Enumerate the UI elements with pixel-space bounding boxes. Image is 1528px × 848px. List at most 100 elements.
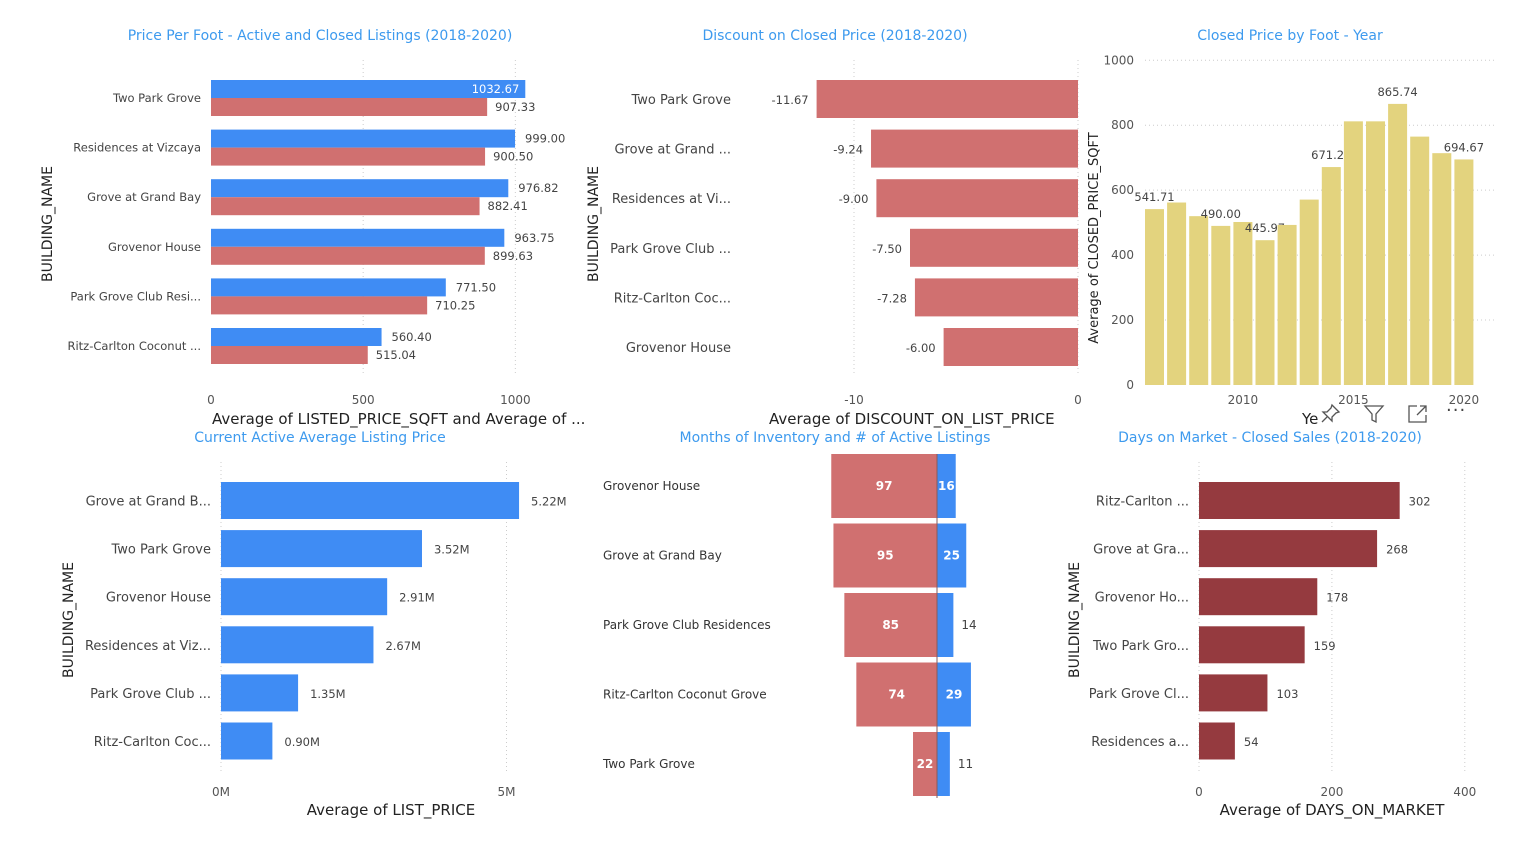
chart-title: Months of Inventory and # of Active List… [679, 430, 991, 446]
bar [1410, 136, 1430, 385]
pin-icon[interactable] [1318, 402, 1342, 430]
bar [1366, 121, 1385, 385]
data-label: 54 [1244, 735, 1259, 749]
bar [844, 593, 937, 657]
bar [1388, 103, 1408, 385]
data-label: 710.25 [435, 298, 475, 312]
bar [937, 593, 954, 657]
price-per-foot-plot: 0 500 1000 Two Park Grove 1032.67 907.33 Resid… [40, 60, 585, 429]
y-tick-label: 800 [1111, 118, 1134, 132]
x-tick-label: 500 [352, 393, 375, 407]
focus-mode-icon[interactable] [1406, 402, 1430, 430]
data-label: 11 [958, 757, 973, 771]
category-label: Grovenor Ho... [1095, 591, 1189, 606]
discount-chart[interactable]: Discount on Closed Price (2018-2020) -10… [570, 28, 1100, 438]
data-label: -9.24 [833, 143, 863, 157]
active-list-price-chart[interactable]: Current Active Average Listing Price 0M 5… [20, 430, 620, 840]
active-list-price-plot: 0M 5M Grove at Grand B... 5.22M Two Park Gro… [61, 462, 567, 820]
bar [871, 129, 1078, 168]
chart-title: Days on Market - Closed Sales (2018-2020… [1118, 430, 1422, 446]
bar [221, 578, 388, 616]
x-tick-label: 1000 [500, 393, 531, 407]
filter-icon[interactable] [1362, 402, 1386, 430]
data-label: -11.67 [772, 93, 809, 107]
bar [211, 80, 526, 98]
bar [211, 197, 480, 216]
y-tick-label: 0 [1126, 378, 1134, 392]
bar [937, 454, 956, 518]
data-label: 14 [961, 618, 976, 632]
bar [1255, 240, 1275, 385]
x-axis-title: Average of DISCOUNT_ON_LIST_PRICE [769, 410, 1055, 429]
category-label: Residences at Viz... [85, 639, 211, 654]
bar [211, 246, 485, 265]
price-per-foot-chart[interactable]: Price Per Foot - Active and Closed Listi… [20, 28, 620, 438]
chart-title: Current Active Average Listing Price [194, 430, 446, 446]
bar [211, 346, 368, 364]
bar [1454, 159, 1474, 385]
x-tick-label: 0 [1195, 785, 1203, 799]
y-tick-label: 200 [1111, 313, 1134, 327]
data-label: 560.40 [392, 330, 432, 344]
x-axis-title: Ye [1301, 410, 1318, 428]
x-tick-label: 2020 [1449, 393, 1480, 407]
closed-price-year-chart[interactable]: Closed Price by Foot - Year 0 200 400 600 80… [1070, 28, 1510, 438]
data-label: 541.71 [1134, 190, 1174, 204]
category-label: Ritz-Carlton ... [1096, 495, 1189, 510]
data-label: 159 [1314, 639, 1336, 653]
days-on-market-plot: 0 200 400 Ritz-Carlton ... 302 Grove at Gra..… [1067, 462, 1476, 820]
data-label: -9.00 [839, 192, 869, 206]
bar [211, 328, 382, 346]
data-label: 3.52M [434, 543, 470, 557]
bar [221, 530, 422, 568]
bar [1211, 225, 1231, 385]
bar [211, 296, 428, 315]
bar [1321, 167, 1341, 385]
data-label: 865.74 [1377, 85, 1417, 99]
closed-price-year-plot: 0 200 400 600 800 1000 541.71 490.00 445.97 671.2… [1087, 53, 1494, 428]
bar [1199, 578, 1318, 616]
inventory-plot: Grovenor House 97 16 Grove at Grand Bay 95 25… [602, 454, 977, 798]
y-axis-title: BUILDING_NAME [61, 562, 77, 678]
category-label: Two Park Grove [112, 91, 201, 105]
bar [937, 732, 950, 796]
bar [937, 662, 971, 727]
bar [1199, 530, 1378, 568]
bar [1167, 202, 1187, 385]
bar [1277, 224, 1297, 385]
data-label: 445.97 [1245, 221, 1285, 235]
data-label: 103 [1276, 687, 1298, 701]
data-label: 671.21 [1311, 148, 1351, 162]
more-options-icon[interactable]: ··· [1446, 400, 1467, 421]
category-label: Residences a... [1091, 735, 1189, 750]
inventory-chart[interactable]: Months of Inventory and # of Active List… [580, 430, 1090, 840]
bar [876, 179, 1078, 218]
data-label: 302 [1409, 495, 1431, 509]
category-label: Grove at Grand B... [86, 495, 211, 510]
x-tick-label: 0M [212, 785, 230, 799]
data-label: 976.82 [518, 181, 558, 195]
category-label: Grove at Grand Bay [603, 549, 722, 563]
bar [211, 147, 486, 166]
bar [211, 228, 505, 247]
data-label: 1.35M [310, 687, 346, 701]
days-on-market-chart[interactable]: Days on Market - Closed Sales (2018-2020… [1040, 430, 1500, 840]
category-label: Ritz-Carlton Coconut Grove [603, 688, 767, 702]
data-label: 771.50 [456, 280, 496, 294]
bar [211, 179, 509, 198]
category-label: Residences at Vi... [612, 192, 731, 207]
data-label: 16 [938, 479, 955, 493]
data-label: 22 [917, 757, 934, 771]
bar [211, 278, 446, 297]
x-tick-label: 5M [498, 785, 516, 799]
category-label: Grovenor House [626, 341, 731, 356]
x-tick-label: 400 [1453, 785, 1476, 799]
data-label: 1032.67 [472, 82, 520, 96]
category-label: Two Park Grove [602, 757, 695, 771]
bar [913, 732, 937, 796]
bar [1432, 153, 1452, 385]
bar [221, 626, 374, 664]
category-label: Ritz-Carlton Coc... [94, 735, 211, 750]
bar [221, 722, 273, 760]
category-label: Park Grove Club Resi... [70, 289, 201, 303]
